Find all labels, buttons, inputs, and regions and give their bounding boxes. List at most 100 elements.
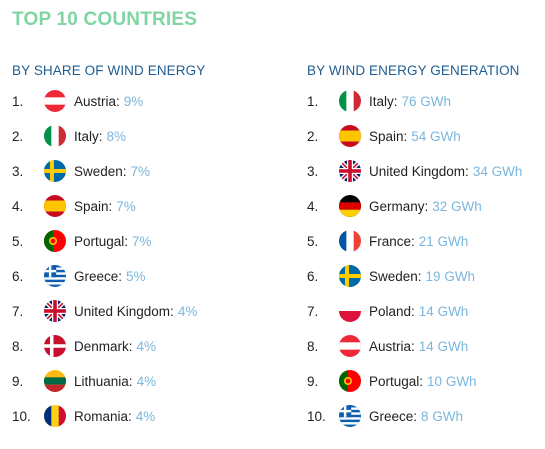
rank-number: 5. — [12, 233, 24, 249]
list-item: 8. Austria: 14 GWh — [307, 333, 468, 359]
uk-flag-icon — [44, 300, 66, 322]
germany-flag-icon — [339, 195, 361, 217]
country-value: 4% — [135, 408, 156, 424]
rank-number: 6. — [12, 268, 24, 284]
rank-number: 6. — [307, 268, 319, 284]
country-name: Greece: — [74, 268, 123, 284]
list-item: 6. Sweden: 19 GWh — [307, 263, 475, 289]
generation-heading: BY WIND ENERGY GENERATION — [307, 63, 520, 78]
country-name: Italy: — [74, 128, 103, 144]
spain-flag-icon — [44, 195, 66, 217]
rank-number: 8. — [12, 338, 24, 354]
country-value: 54 GWh — [411, 128, 461, 144]
list-item: 5. Portugal: 7% — [12, 228, 152, 254]
rank-number: 7. — [12, 303, 24, 319]
country-name: United Kingdom: — [74, 303, 174, 319]
poland-flag-icon — [339, 300, 361, 322]
country-value: 8% — [106, 128, 127, 144]
list-item: 6. Greece: 5% — [12, 263, 146, 289]
country-value: 7% — [116, 198, 136, 214]
rank-number: 8. — [307, 338, 319, 354]
rank-number: 10. — [12, 408, 31, 424]
country-value: 19 GWh — [425, 268, 476, 284]
country-value: 14 GWh — [418, 338, 469, 354]
country-value: 5% — [126, 268, 146, 284]
country-name: Denmark: — [74, 338, 133, 354]
rank-number: 3. — [307, 163, 319, 179]
rank-number: 1. — [12, 93, 24, 109]
list-item: 2. Italy: 8% — [12, 123, 126, 149]
portugal-flag-icon — [339, 370, 361, 392]
country-value: 7% — [130, 163, 151, 179]
country-name: United Kingdom: — [369, 163, 469, 179]
list-item: 10. Romania: 4% — [12, 403, 155, 429]
list-item: 7. Poland: 14 GWh — [307, 298, 468, 324]
rank-number: 9. — [307, 373, 319, 389]
country-name: Germany: — [369, 198, 429, 214]
list-item: 7. United Kingdom: 4% — [12, 298, 197, 324]
country-value: 21 GWh — [418, 233, 469, 249]
austria-flag-icon — [44, 90, 66, 112]
country-value: 34 GWh — [472, 163, 523, 179]
list-item: 8. Denmark: 4% — [12, 333, 156, 359]
italy-flag-icon — [339, 90, 361, 112]
share-heading: BY SHARE OF WIND ENERGY — [12, 63, 206, 78]
france-flag-icon — [339, 230, 361, 252]
list-item: 9. Portugal: 10 GWh — [307, 368, 477, 394]
list-item: 1. Austria: 9% — [12, 88, 143, 114]
rank-number: 4. — [12, 198, 24, 214]
page-title: TOP 10 COUNTRIES — [12, 9, 198, 30]
country-value: 76 GWh — [401, 93, 452, 109]
country-name: Spain: — [369, 128, 408, 144]
country-name: Romania: — [74, 408, 132, 424]
romania-flag-icon — [44, 405, 66, 427]
country-value: 4% — [136, 373, 157, 389]
country-value: 9% — [123, 93, 144, 109]
greece-flag-icon — [44, 265, 66, 287]
list-item: 4. Spain: 7% — [12, 193, 136, 219]
lithuania-flag-icon — [44, 370, 66, 392]
rank-number: 5. — [307, 233, 319, 249]
list-item: 10. Greece: 8 GWh — [307, 403, 463, 429]
country-name: Austria: — [369, 338, 415, 354]
rank-number: 4. — [307, 198, 319, 214]
country-value: 7% — [132, 233, 152, 249]
country-value: 4% — [136, 338, 157, 354]
list-item: 3. United Kingdom: 34 GWh — [307, 158, 522, 184]
rank-number: 3. — [12, 163, 24, 179]
list-item: 3. Sweden: 7% — [12, 158, 150, 184]
country-name: Poland: — [369, 303, 415, 319]
denmark-flag-icon — [44, 335, 66, 357]
rank-number: 9. — [12, 373, 24, 389]
country-value: 4% — [177, 303, 198, 319]
greece-flag-icon — [339, 405, 361, 427]
uk-flag-icon — [339, 160, 361, 182]
sweden-flag-icon — [339, 265, 361, 287]
rank-number: 7. — [307, 303, 319, 319]
country-name: Portugal: — [74, 233, 129, 249]
sweden-flag-icon — [44, 160, 66, 182]
list-item: 2. Spain: 54 GWh — [307, 123, 461, 149]
country-value: 8 GWh — [421, 408, 464, 424]
portugal-flag-icon — [44, 230, 66, 252]
country-name: Greece: — [369, 408, 418, 424]
country-value: 14 GWh — [418, 303, 469, 319]
rank-number: 1. — [307, 93, 319, 109]
country-value: 10 GWh — [427, 373, 477, 389]
rank-number: 10. — [307, 408, 326, 424]
list-item: 1. Italy: 76 GWh — [307, 88, 451, 114]
country-value: 32 GWh — [432, 198, 482, 214]
list-item: 5. France: 21 GWh — [307, 228, 468, 254]
country-name: Lithuania: — [74, 373, 133, 389]
rank-number: 2. — [307, 128, 319, 144]
country-name: Italy: — [369, 93, 398, 109]
italy-flag-icon — [44, 125, 66, 147]
country-name: Sweden: — [74, 163, 127, 179]
list-item: 9. Lithuania: 4% — [12, 368, 156, 394]
country-name: Austria: — [74, 93, 120, 109]
country-name: Spain: — [74, 198, 113, 214]
list-item: 4. Germany: 32 GWh — [307, 193, 482, 219]
country-name: France: — [369, 233, 415, 249]
austria-flag-icon — [339, 335, 361, 357]
spain-flag-icon — [339, 125, 361, 147]
